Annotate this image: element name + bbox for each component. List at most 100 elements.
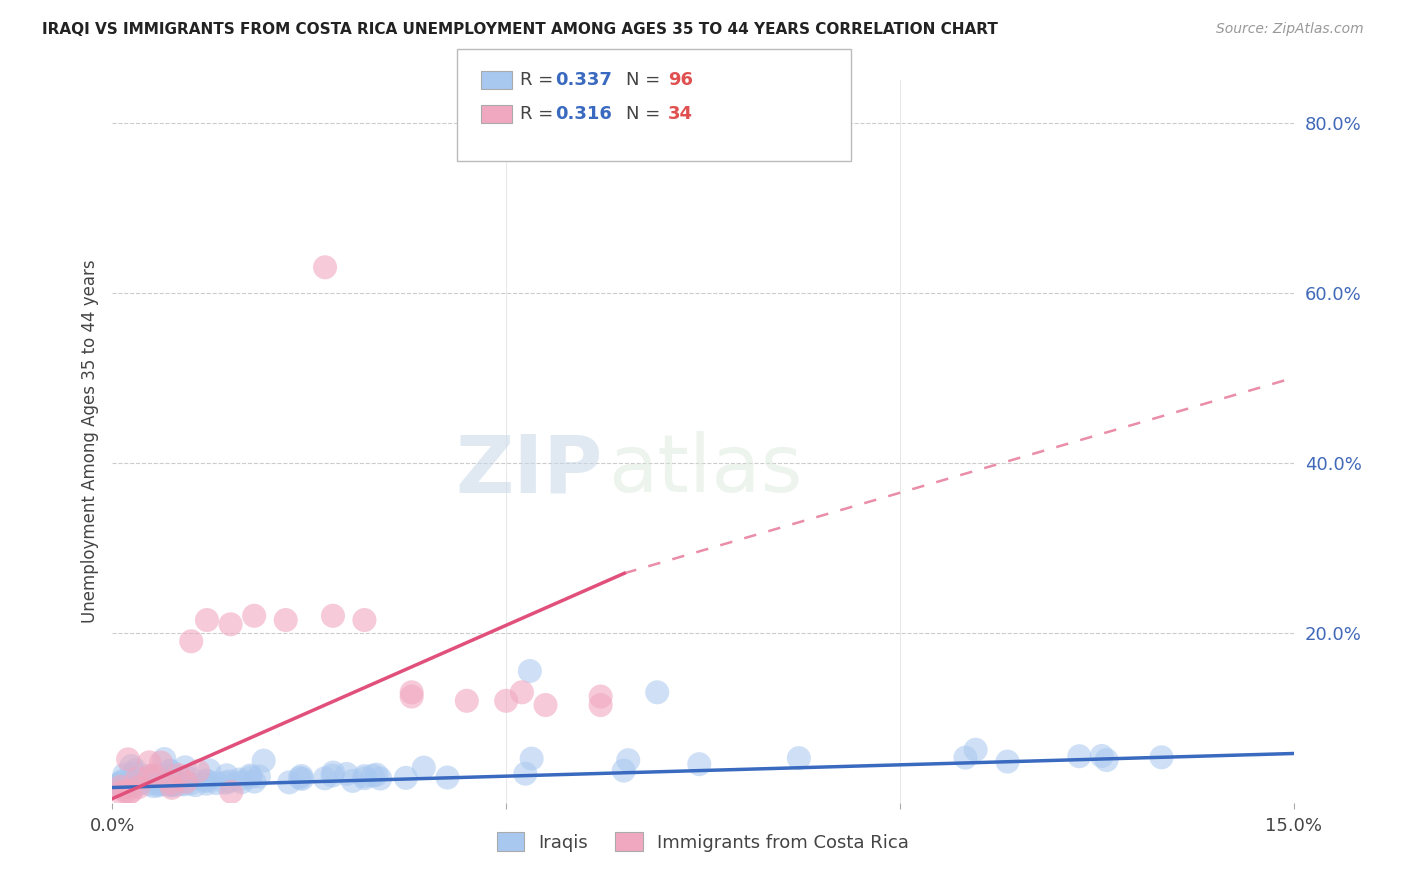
Point <box>214 776 236 790</box>
Point <box>131 775 153 789</box>
Point <box>205 776 228 790</box>
Point <box>645 685 668 699</box>
Point <box>353 769 375 783</box>
Text: 34: 34 <box>668 105 693 123</box>
Point <box>136 773 159 788</box>
Point <box>688 757 710 772</box>
Point <box>114 784 136 798</box>
Point <box>110 778 132 792</box>
Point <box>243 608 266 623</box>
Point <box>239 770 262 784</box>
Legend: Iraqis, Immigrants from Costa Rica: Iraqis, Immigrants from Costa Rica <box>489 825 917 859</box>
Point <box>117 780 139 794</box>
Point <box>412 761 434 775</box>
Point <box>180 634 202 648</box>
Point <box>143 768 166 782</box>
Text: 0.316: 0.316 <box>555 105 612 123</box>
Point <box>170 777 193 791</box>
Point <box>110 777 132 791</box>
Point <box>184 778 207 792</box>
Point <box>111 779 134 793</box>
Point <box>124 763 146 777</box>
Point <box>589 690 612 704</box>
Point <box>278 775 301 789</box>
Point <box>336 767 359 781</box>
Text: Source: ZipAtlas.com: Source: ZipAtlas.com <box>1216 22 1364 37</box>
Point <box>159 775 181 789</box>
Point <box>125 772 148 786</box>
Point <box>117 752 139 766</box>
Point <box>955 750 977 764</box>
Point <box>153 752 176 766</box>
Point <box>219 617 242 632</box>
Point <box>142 779 165 793</box>
Point <box>115 778 138 792</box>
Text: N =: N = <box>626 71 665 89</box>
Point <box>138 756 160 770</box>
Point <box>495 694 517 708</box>
Point <box>965 742 987 756</box>
Point <box>787 751 810 765</box>
Point <box>395 771 418 785</box>
Text: 0.337: 0.337 <box>555 71 612 89</box>
Point <box>179 776 201 790</box>
Point <box>125 775 148 789</box>
Point <box>138 777 160 791</box>
Point <box>253 754 276 768</box>
Point <box>120 759 142 773</box>
Point <box>368 772 391 786</box>
Point <box>401 690 423 704</box>
Point <box>510 685 533 699</box>
Point <box>613 764 636 778</box>
Point <box>322 608 344 623</box>
Point <box>124 779 146 793</box>
Point <box>198 764 221 778</box>
Point <box>114 779 136 793</box>
Text: IRAQI VS IMMIGRANTS FROM COSTA RICA UNEMPLOYMENT AMONG AGES 35 TO 44 YEARS CORRE: IRAQI VS IMMIGRANTS FROM COSTA RICA UNEM… <box>42 22 998 37</box>
Point <box>114 780 136 794</box>
Point <box>159 778 181 792</box>
Y-axis label: Unemployment Among Ages 35 to 44 years: Unemployment Among Ages 35 to 44 years <box>80 260 98 624</box>
Point <box>139 769 162 783</box>
Point <box>247 769 270 783</box>
Point <box>127 780 149 794</box>
Point <box>159 764 181 778</box>
Point <box>436 771 458 785</box>
Point <box>110 777 132 791</box>
Point <box>239 768 262 782</box>
Point <box>160 768 183 782</box>
Point <box>274 613 297 627</box>
Point <box>187 764 209 778</box>
Point <box>162 778 184 792</box>
Point <box>146 779 169 793</box>
Point <box>366 767 388 781</box>
Point <box>118 786 141 800</box>
Point <box>110 785 132 799</box>
Point <box>165 778 187 792</box>
Point <box>194 773 217 788</box>
Point <box>1091 749 1114 764</box>
Text: N =: N = <box>626 105 665 123</box>
Point <box>180 772 202 786</box>
Point <box>1150 750 1173 764</box>
Point <box>617 753 640 767</box>
Point <box>122 767 145 781</box>
Point <box>148 777 170 791</box>
Point <box>120 784 142 798</box>
Point <box>162 777 184 791</box>
Point <box>361 768 384 782</box>
Point <box>122 765 145 780</box>
Text: R =: R = <box>520 71 560 89</box>
Point <box>243 774 266 789</box>
Point <box>112 773 135 788</box>
Point <box>148 769 170 783</box>
Text: atlas: atlas <box>609 432 803 509</box>
Point <box>321 768 343 782</box>
Point <box>218 774 240 789</box>
Point <box>157 777 180 791</box>
Point <box>534 698 557 712</box>
Point <box>228 772 250 787</box>
Point <box>160 768 183 782</box>
Point <box>114 778 136 792</box>
Text: ZIP: ZIP <box>456 432 603 509</box>
